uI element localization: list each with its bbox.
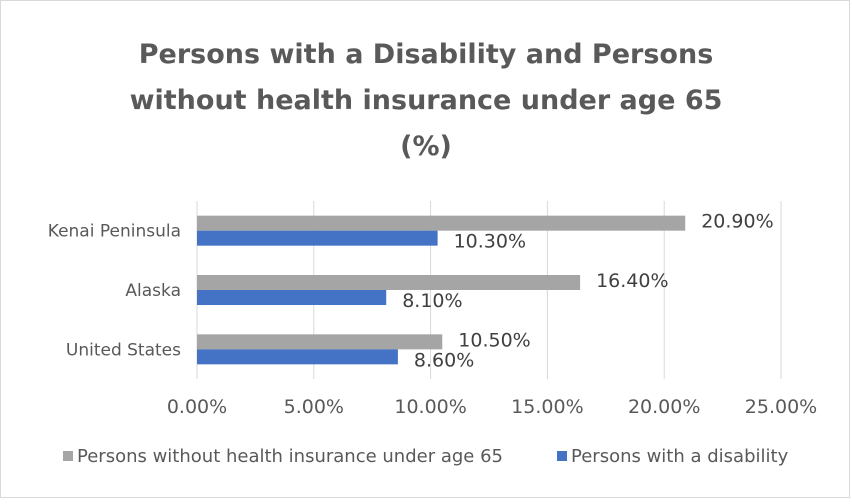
bar <box>197 275 581 290</box>
x-axis-ticks: 0.00% 5.00% 10.00% 15.00% 20.00% 25.00% <box>167 396 817 418</box>
x-tick-label: 5.00% <box>284 396 344 418</box>
chart-title-line-1: Persons with a Disability and Persons <box>139 39 714 70</box>
data-labels: 10.50%8.60% 16.40% 8.10% 20.90% 10.30% <box>402 211 773 372</box>
data-label: 10.30% <box>454 231 526 253</box>
chart-title-line-2: without health insurance under age 65 <box>130 85 723 116</box>
legend-swatch <box>63 451 73 461</box>
legend: Persons without health insurance under a… <box>63 446 789 467</box>
category-label: United States <box>66 340 181 360</box>
chart-title-line-3: (%) <box>400 131 452 162</box>
x-tick-label: 10.00% <box>394 396 466 418</box>
x-tick-label: 20.00% <box>628 396 700 418</box>
category-labels: United States Alaska Kenai Peninsula <box>48 222 181 361</box>
data-label: 16.40% <box>596 270 668 292</box>
category-label: Kenai Peninsula <box>48 222 181 242</box>
data-label: 20.90% <box>701 211 773 233</box>
data-label: 10.50% <box>458 329 530 351</box>
legend-entry: Persons without health insurance under a… <box>77 446 503 467</box>
bar <box>197 215 686 231</box>
bar <box>197 349 398 365</box>
bars <box>197 215 686 365</box>
bar <box>197 290 387 305</box>
x-tick-label: 25.00% <box>745 396 817 418</box>
bar <box>197 334 443 350</box>
x-tick-label: 15.00% <box>511 396 583 418</box>
category-label: Alaska <box>125 281 181 301</box>
legend-entry: Persons with a disability <box>571 446 789 467</box>
bar <box>197 230 438 246</box>
data-label: 8.10% <box>402 290 462 312</box>
x-tick-label: 0.00% <box>167 396 227 418</box>
legend-swatch <box>557 451 567 461</box>
data-label: 8.60% <box>414 349 474 371</box>
